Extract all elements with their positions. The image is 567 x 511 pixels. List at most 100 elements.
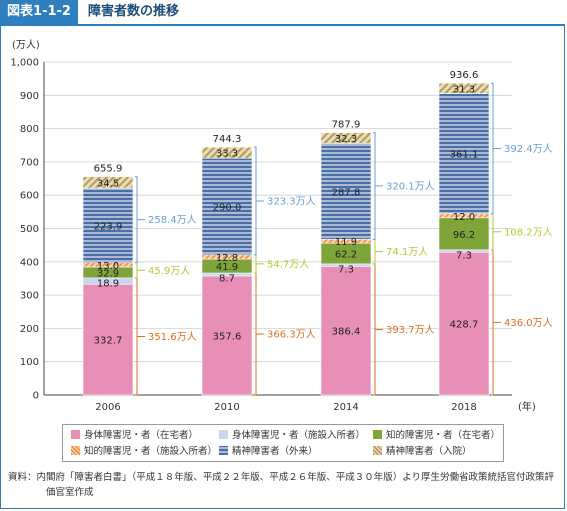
y-tick-label: 0 — [33, 391, 39, 402]
bracket-mental-label: 323.3万人 — [267, 195, 316, 207]
x-tick-label: 2014 — [333, 402, 358, 413]
source-line-1: 資料：内閣府「障害者白書」（平成１８年版、平成２２年版、平成２６年版、平成３０年… — [8, 472, 555, 483]
legend-swatch — [219, 446, 228, 455]
source-line-2: 価官室作成 — [46, 487, 94, 498]
bracket-physical-line — [254, 272, 264, 396]
y-tick-label: 300 — [20, 291, 39, 302]
legend-label: 身体障害児・者（施設入所者） — [232, 430, 366, 441]
bracket-mental-line — [373, 132, 383, 240]
bar-segment-physical-home — [438, 251, 490, 396]
chart-area: (万人) 0 100 200 300 400 500 600 700 800 900 1,000 200… — [0, 28, 565, 458]
data-label: 96.2 — [453, 230, 475, 241]
data-label: 12.8 — [216, 253, 238, 264]
data-label: 33.3 — [216, 149, 238, 160]
data-label: 13.0 — [97, 261, 119, 272]
x-axis-unit-label: (年) — [518, 400, 536, 413]
data-label: 41.9 — [216, 262, 238, 273]
bracket-physical-line — [491, 249, 501, 396]
y-tick-label: 400 — [20, 257, 39, 268]
bracket-intellectual-line — [491, 213, 501, 251]
bracket-intellectual-label: 45.9万人 — [148, 265, 190, 277]
bracket-physical-label: 366.3万人 — [267, 329, 316, 341]
legend-swatch — [219, 430, 228, 439]
bracket-mental-line — [135, 176, 145, 264]
legend-item-mental-outpatient: 精神障害者（外来） — [219, 445, 318, 458]
x-tick-label: 2010 — [214, 402, 239, 413]
total-label: 936.6 — [450, 70, 479, 81]
data-label: 290.0 — [213, 203, 242, 214]
bracket-intellectual-line — [373, 238, 383, 265]
y-tick-label: 500 — [20, 224, 39, 235]
x-tick-label: 2006 — [95, 402, 120, 413]
data-label: 31.3 — [453, 84, 475, 95]
total-label: 655.9 — [94, 164, 123, 175]
total-label: 744.3 — [213, 134, 242, 145]
bracket-mental-label: 320.1万人 — [386, 180, 435, 192]
bracket-intellectual-label: 108.2万人 — [504, 226, 553, 238]
data-label: 386.4 — [332, 327, 361, 338]
annotations-layer: 332.7 18.932.913.0 223.9 34.5 655.9 351.6万人 45… — [94, 70, 553, 396]
x-tick-label: 2018 — [451, 402, 476, 413]
stacked-bar-chart: (万人) 0 100 200 300 400 500 600 700 800 900 1,000 200… — [10, 39, 553, 413]
bracket-mental-label: 392.4万人 — [504, 143, 553, 155]
data-label: 332.7 — [94, 336, 123, 347]
bar-segment-physical-home — [320, 266, 372, 396]
bracket-mental-line — [491, 82, 501, 215]
data-label: 34.5 — [97, 178, 119, 189]
bar-segment-intellectual-home — [438, 217, 490, 251]
y-tick-label: 600 — [20, 191, 39, 202]
source-note: 資料：内閣府「障害者白書」（平成１８年版、平成２２年版、平成２６年版、平成３０年… — [8, 470, 558, 500]
data-label: 32.9 — [97, 268, 119, 279]
y-axis-unit-label: (万人) — [12, 39, 40, 51]
bar-segment-mental-inpatient — [320, 132, 372, 144]
data-label: 7.3 — [456, 250, 472, 261]
data-label: 11.9 — [335, 237, 357, 248]
bracket-physical-line — [373, 263, 383, 396]
data-label: 18.9 — [97, 278, 119, 289]
bracket-physical-label: 393.7万人 — [386, 324, 435, 336]
legend-label: 身体障害児・者（在宅者） — [84, 430, 199, 441]
bar-segment-mental-outpatient — [82, 187, 134, 263]
bracket-intellectual-label: 74.1万人 — [386, 246, 428, 258]
bars-layer — [82, 82, 490, 396]
y-tick-label: 800 — [20, 124, 39, 135]
bar-segment-mental-outpatient — [201, 157, 253, 256]
bar-segment-mental-inpatient — [438, 82, 490, 94]
figure-header: 図表1-1-2 障害者数の推移 — [0, 0, 565, 26]
legend-item-intellectual-home: 知的障害児・者（在宅者） — [373, 429, 500, 442]
y-tick-label: 200 — [20, 324, 39, 335]
bar-segment-physical-home — [201, 275, 253, 396]
legend-swatch — [71, 430, 80, 439]
bracket-intellectual-label: 54.7万人 — [267, 258, 309, 270]
data-label: 287.8 — [332, 187, 361, 198]
legend: 身体障害児・者（在宅者） 身体障害児・者（施設入所者） 知的障害児・者（在宅者）… — [62, 424, 504, 462]
legend-item-mental-inpatient: 精神障害者（入院） — [373, 445, 472, 458]
y-tick-label: 100 — [20, 357, 39, 368]
data-label: 7.3 — [338, 264, 354, 275]
bracket-intellectual-line — [254, 254, 264, 274]
y-tick-label: 700 — [20, 157, 39, 168]
bracket-physical-label: 436.0万人 — [504, 317, 553, 329]
data-label: 361.1 — [450, 150, 479, 161]
bracket-mental-label: 258.4万人 — [148, 214, 197, 226]
data-label: 32.3 — [335, 134, 357, 145]
data-label: 223.9 — [94, 221, 123, 232]
legend-label: 知的障害児・者（施設入所者） — [84, 446, 218, 457]
legend-label: 精神障害者（入院） — [386, 446, 472, 457]
figure-id-badge: 図表1-1-2 — [0, 0, 78, 24]
data-label: 428.7 — [450, 320, 479, 331]
data-label: 62.2 — [335, 250, 357, 261]
data-label: 12.0 — [453, 212, 475, 223]
bar-segment-mental-outpatient — [438, 93, 490, 215]
y-tick-label: 900 — [20, 91, 39, 102]
legend-label: 知的障害児・者（在宅者） — [386, 430, 501, 441]
bracket-mental-line — [254, 146, 264, 256]
legend-item-physical-home: 身体障害児・者（在宅者） — [71, 429, 198, 442]
bracket-intellectual-line — [135, 262, 145, 279]
data-label: 357.6 — [213, 331, 242, 342]
bar-segment-mental-inpatient — [82, 176, 134, 189]
y-tick-label: 1,000 — [10, 58, 39, 69]
legend-label: 精神障害者（外来） — [232, 446, 318, 457]
bar-segment-mental-outpatient — [320, 143, 372, 240]
legend-item-physical-facility: 身体障害児・者（施設入所者） — [219, 429, 365, 442]
